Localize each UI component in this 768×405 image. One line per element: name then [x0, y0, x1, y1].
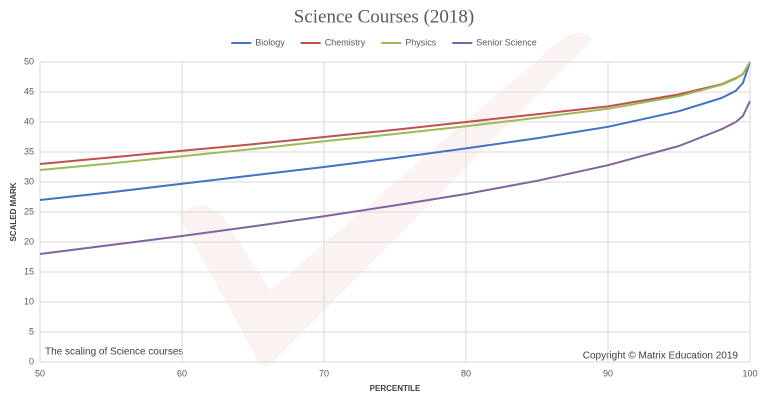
series-line — [39, 61, 751, 165]
series-line — [39, 100, 751, 255]
annotation: The scaling of Science courses — [45, 347, 183, 358]
y-tick-label: 40 — [24, 116, 34, 126]
series-line — [39, 61, 751, 171]
x-tick-label: 50 — [35, 368, 45, 378]
series-line — [39, 61, 751, 201]
y-tick-label: 25 — [24, 206, 34, 216]
x-tick-label: 80 — [461, 368, 471, 378]
y-tick-label: 15 — [24, 266, 34, 276]
legend-label: Biology — [255, 37, 285, 47]
legend-item: Physics — [381, 37, 437, 47]
grid — [39, 61, 751, 363]
x-tick-label: 70 — [319, 368, 329, 378]
y-tick-label: 10 — [24, 296, 34, 306]
legend: Biology Chemistry Physics Senior Science — [231, 37, 537, 47]
annotation: Copyright © Matrix Education 2019 — [583, 351, 739, 362]
legend-item: Biology — [231, 37, 285, 47]
y-tick-label: 20 — [24, 236, 34, 246]
y-tick-label: 50 — [24, 56, 34, 66]
y-tick-label: 5 — [29, 326, 34, 336]
legend-label: Senior Science — [476, 37, 537, 47]
legend-label: Chemistry — [325, 37, 366, 47]
y-tick-label: 30 — [24, 176, 34, 186]
y-tick-label: 45 — [24, 86, 34, 96]
x-tick-label: 100 — [742, 368, 757, 378]
chart-title: Science Courses (2018) — [294, 6, 474, 27]
legend-item: Senior Science — [452, 37, 537, 47]
watermark — [178, 32, 592, 367]
y-tick-label: 0 — [29, 356, 34, 366]
x-axis-title: PERCENTILE — [370, 384, 421, 393]
x-tick-label: 90 — [603, 368, 613, 378]
x-tick-label: 60 — [177, 368, 187, 378]
y-axis-title: SCALED MARK — [9, 182, 18, 241]
y-tick-label: 35 — [24, 146, 34, 156]
legend-item: Chemistry — [300, 37, 366, 47]
legend-label: Physics — [405, 37, 437, 47]
